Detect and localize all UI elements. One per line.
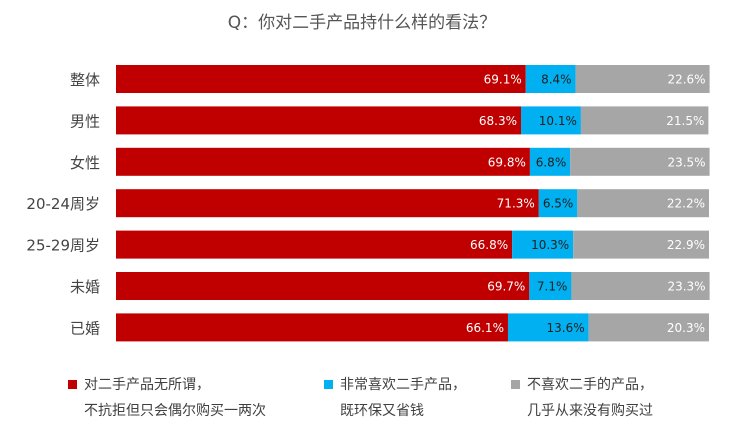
legend-item-s3: 不喜欢二手的产品， 几乎从来没有购买过 xyxy=(511,372,653,424)
data-label-s3: 23.3% xyxy=(667,280,705,294)
bar-segment-s2 xyxy=(529,272,572,300)
data-label-s1: 69.7% xyxy=(487,280,525,294)
data-label-s2: 10.1% xyxy=(539,114,577,128)
category-label: 男性 xyxy=(70,112,100,130)
data-label-s2: 13.6% xyxy=(546,321,584,335)
bar-segment-s1 xyxy=(116,272,530,300)
chart-title: Q：你对二手产品持什么样的看法？ xyxy=(228,13,496,33)
legend-label-s3-line1: 不喜欢二手的产品， xyxy=(527,377,653,393)
data-label-s3: 22.2% xyxy=(667,197,705,211)
bar-segment-s3 xyxy=(580,106,709,135)
data-label-s3: 23.5% xyxy=(667,155,705,169)
legend: 对二手产品无所谓， 不抗拒但只会偶尔购买一两次 非常喜欢二手产品， 既环保又省钱… xyxy=(0,372,730,429)
category-label: 20-24周岁 xyxy=(26,195,100,213)
category-label: 整体 xyxy=(70,71,100,89)
legend-item-s1: 对二手产品无所谓， 不抗拒但只会偶尔购买一两次 xyxy=(68,372,266,424)
bar-segment-s2 xyxy=(521,106,581,135)
legend-item-s2: 非常喜欢二手产品， 既环保又省钱 xyxy=(324,372,466,424)
legend-swatch-s3 xyxy=(511,380,520,389)
bar-segment-s3 xyxy=(571,272,710,300)
bar-segment-s3 xyxy=(573,230,709,259)
data-label-s1: 69.1% xyxy=(484,73,522,87)
bar-segment-s3 xyxy=(570,147,710,176)
data-label-s2: 7.1% xyxy=(537,280,568,294)
data-label-s3: 20.3% xyxy=(667,321,705,335)
bar-segment-s2 xyxy=(538,189,578,218)
category-label: 25-29周岁 xyxy=(26,237,100,255)
bars: 69.1% 8.4% 22.6% 68.3% 10.1% 21.5% 69.8% 6.8% 23… xyxy=(116,65,710,342)
legend-swatch-s2 xyxy=(324,380,333,389)
bar-segment-s1 xyxy=(116,147,530,176)
data-label-s1: 68.3% xyxy=(479,114,517,128)
bar-segment-s2 xyxy=(529,147,571,176)
data-label-s1: 66.1% xyxy=(466,321,504,335)
category-label: 已婚 xyxy=(70,319,100,337)
data-label-s1: 71.3% xyxy=(497,197,535,211)
legend-swatch-s1 xyxy=(68,380,77,389)
data-label-s2: 10.3% xyxy=(531,238,569,252)
data-label-s3: 22.9% xyxy=(667,238,705,252)
bar-segment-s1 xyxy=(116,313,508,342)
bar-segment-s1 xyxy=(116,189,539,218)
data-label-s2: 8.4% xyxy=(541,73,572,87)
bar-segment-s3 xyxy=(588,313,709,342)
data-label-s1: 69.8% xyxy=(488,155,526,169)
bar-segment-s2 xyxy=(512,230,574,259)
legend-label-s2-line1: 非常喜欢二手产品， xyxy=(340,377,466,393)
legend-label-s1-line1: 对二手产品无所谓， xyxy=(84,377,210,393)
legend-label-s1-line2: 不抗拒但只会偶尔购买一两次 xyxy=(84,403,266,419)
bar-segment-s2 xyxy=(507,313,589,342)
data-label-s3: 22.6% xyxy=(667,73,705,87)
data-label-s2: 6.5% xyxy=(543,197,574,211)
bar-segment-s1 xyxy=(116,230,513,259)
bar-segment-s1 xyxy=(116,106,522,135)
bar-segment-s3 xyxy=(577,189,709,218)
data-label-s1: 66.8% xyxy=(470,238,508,252)
legend-label-s3-line2: 几乎从来没有购买过 xyxy=(527,403,653,419)
bar-segment-s2 xyxy=(525,65,576,93)
category-label: 未婚 xyxy=(70,278,100,296)
category-label: 女性 xyxy=(70,154,100,172)
bar-segment-s3 xyxy=(575,65,710,93)
bar-segment-s1 xyxy=(116,65,526,93)
data-label-s2: 6.8% xyxy=(536,155,567,169)
legend-label-s2-line2: 既环保又省钱 xyxy=(340,403,424,419)
data-label-s3: 21.5% xyxy=(666,114,704,128)
